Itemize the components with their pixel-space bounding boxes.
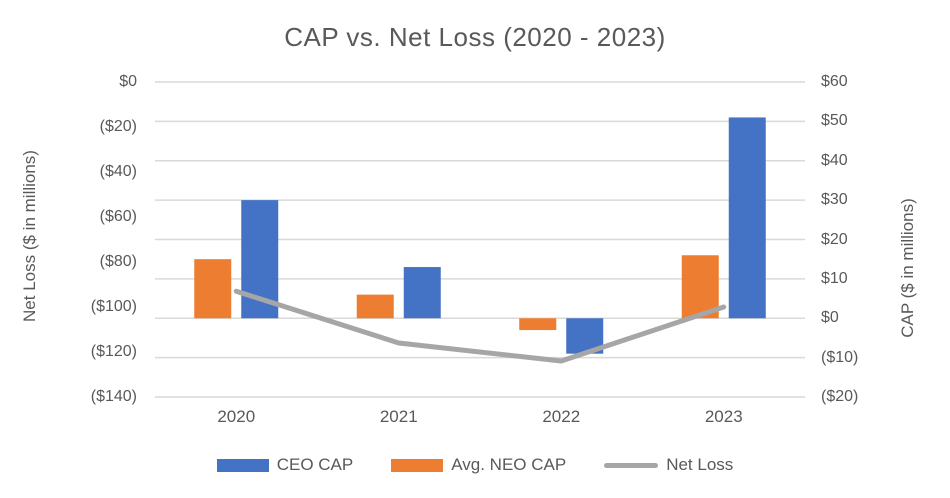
left-axis-tick-label: ($120) (90, 343, 137, 360)
x-axis-label-2022: 2022 (542, 407, 581, 426)
legend-item-net-loss: Net Loss (604, 455, 733, 475)
left-axis-tick-label: ($40) (99, 163, 137, 180)
right-axis-tick-label: $0 (821, 309, 839, 327)
bar-ceo-cap-2023 (728, 117, 766, 319)
right-axis-tick-label: ($10) (821, 348, 859, 366)
chart-title: CAP vs. Net Loss (2020 - 2023) (284, 22, 666, 52)
legend-item-ceo-cap: CEO CAP (216, 455, 354, 475)
left-axis-tick-label: ($80) (99, 253, 137, 270)
net-loss-line (233, 288, 727, 364)
right-axis-tick-label: $50 (821, 112, 848, 130)
right-axis-tick-label: ($20) (821, 388, 859, 405)
left-axis-tick-label: $0 (119, 73, 137, 90)
x-axis-label-2020: 2020 (217, 407, 256, 426)
right-axis-tick-label: $10 (821, 269, 848, 287)
right-axis-tick-label: $60 (821, 73, 848, 90)
left-axis-tick-label: ($100) (90, 298, 137, 315)
bar-avg-neo-cap-2020 (194, 259, 232, 319)
legend-item-avg-neo-cap: Avg. NEO CAP (391, 455, 566, 475)
legend-label-avg-neo-cap: Avg. NEO CAP (451, 455, 567, 474)
x-axis-label-2021: 2021 (379, 407, 418, 426)
legend-label-net-loss: Net Loss (666, 455, 734, 474)
net-loss-swatch (604, 462, 659, 468)
left-axis-tick-label: ($140) (90, 388, 137, 405)
bar-avg-neo-cap-2022 (519, 318, 557, 331)
bar-ceo-cap-2021 (403, 267, 441, 319)
avg-neo-cap-swatch (391, 458, 444, 472)
right-axis-tick-label: $40 (821, 151, 848, 169)
right-axis-tick-label: $30 (821, 191, 848, 209)
ceo-cap-swatch (216, 458, 269, 472)
legend: CEO CAP Avg. NEO CAP Net Loss (0, 455, 950, 475)
left-axis-tick-label: ($20) (99, 118, 137, 135)
legend-label-ceo-cap: CEO CAP (276, 455, 354, 474)
bar-avg-neo-cap-2021 (356, 294, 394, 319)
left-axis-tick-label: ($60) (99, 208, 137, 225)
right-axis-tick-label: $20 (821, 230, 848, 248)
bar-avg-neo-cap-2023 (681, 255, 719, 319)
x-axis-label-2023: 2023 (704, 407, 743, 426)
